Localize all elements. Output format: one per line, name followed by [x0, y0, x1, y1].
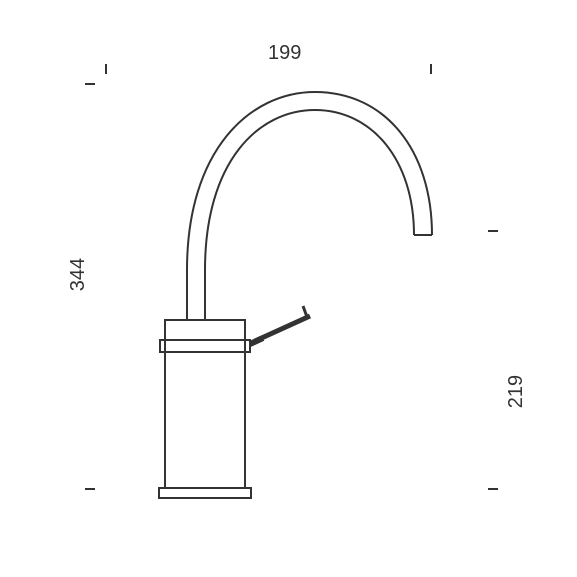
tick: [85, 83, 95, 85]
tick: [105, 64, 107, 74]
dim-spout-drop: 219: [505, 375, 528, 408]
tick: [430, 64, 432, 74]
tick: [488, 488, 498, 490]
dim-height: 344: [67, 258, 90, 291]
tick: [488, 230, 498, 232]
tick: [85, 488, 95, 490]
drawing-stage: 199 344 219: [0, 0, 577, 577]
dim-width: 199: [268, 42, 301, 65]
